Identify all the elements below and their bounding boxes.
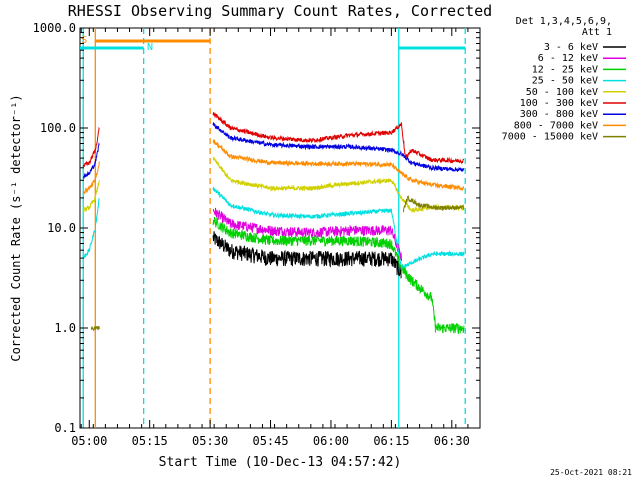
legend-label: 50 - 100 keV [526,87,598,98]
x-tick-label: 05:45 [252,434,288,448]
legend-label: 25 - 50 keV [532,76,598,87]
series-path [82,112,465,168]
legend-label: 100 - 300 keV [520,98,598,109]
series-50-100keV-line [82,156,465,213]
x-tick-label: 05:00 [71,434,107,448]
footer-date: 25-Oct-2021 08:21 [550,468,632,477]
x-tick-label: 06:30 [434,434,470,448]
series-path [82,186,465,270]
y-axis-label: Corrected Count Rate (s⁻¹ detector⁻¹) [9,94,23,361]
series-6-12keV-line [212,207,402,262]
series-path [90,194,465,332]
series-3-6keV-line [212,231,402,279]
night-label: N [147,42,153,53]
legend-label: 6 - 12 keV [538,53,598,64]
x-tick-label: 05:30 [192,434,228,448]
series-7000-15000keV-line [90,194,465,332]
series-path [212,231,402,279]
series-path [82,156,465,213]
data-series [82,112,465,335]
legend-label: 800 - 7000 keV [514,120,598,131]
x-axis-label: Start Time (10-Dec-13 04:57:42) [159,455,402,470]
legend-label: 12 - 25 keV [532,64,598,75]
legend-label: 7000 - 15000 keV [502,132,598,143]
series-path [212,207,402,262]
series-800-7000keV-line [82,139,465,195]
legend-header: Det 1,3,4,5,6,9, [516,16,612,27]
y-tick-label: 1000.0 [33,21,76,35]
x-tick-label: 06:00 [313,434,349,448]
y-tick-label: 100.0 [40,121,76,135]
series-300-800keV-line [82,122,465,180]
y-tick-label: 10.0 [47,221,76,235]
legend-header: Att 1 [582,27,612,38]
y-tick-label: 0.1 [54,421,76,435]
series-path [82,139,465,195]
series-25-50keV-line [82,186,465,270]
y-tick-label: 1.0 [54,321,76,335]
series-path [82,122,465,180]
axes: 0.1 1.0 10.0 100.0 1000.0 05:00 05:15 05:30 05:4… [33,21,481,448]
saa-label: S [81,35,87,46]
series-100-300keV-line [82,112,465,168]
series-path [212,216,465,335]
x-tick-label: 05:15 [132,434,168,448]
observing-intervals: SN [80,28,466,428]
legend-label: 300 - 800 keV [520,109,598,120]
chart-title: RHESSI Observing Summary Count Rates, Co… [68,2,492,20]
x-tick-label: 06:15 [373,434,409,448]
series-12-25keV-line [212,216,465,335]
legend-label: 3 - 6 keV [544,42,598,53]
